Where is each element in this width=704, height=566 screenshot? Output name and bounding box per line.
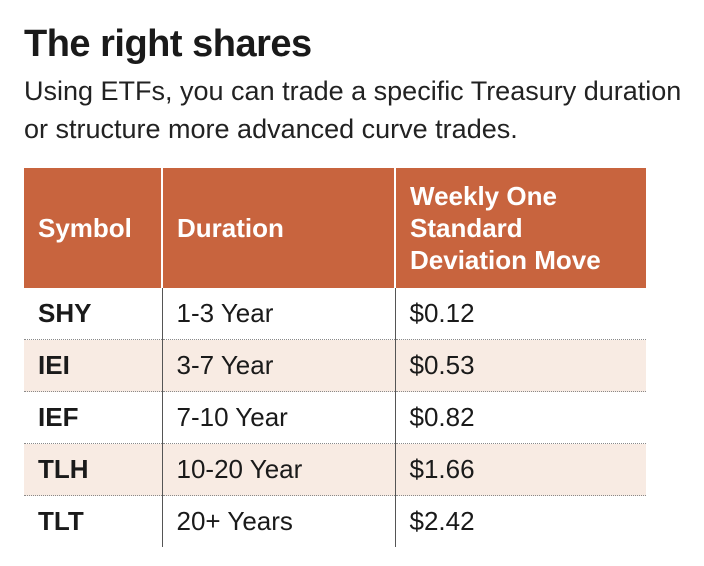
cell-symbol: SHY — [24, 288, 162, 340]
cell-duration: 20+ Years — [161, 495, 395, 547]
cell-symbol: IEI — [24, 339, 162, 392]
etf-table: Symbol Duration Weekly One Standard Devi… — [24, 168, 646, 547]
cell-duration: 7-10 Year — [161, 391, 395, 444]
page-subtitle: Using ETFs, you can trade a specific Tre… — [24, 76, 682, 144]
cell-weekly-move: $0.82 — [394, 391, 646, 444]
cell-weekly-move: $2.42 — [394, 495, 646, 547]
table-row: SHY 1-3 Year $0.12 — [24, 288, 646, 340]
header-symbol: Symbol — [24, 168, 162, 288]
page-title: The right shares — [24, 23, 312, 65]
table-row: TLT 20+ Years $2.42 — [24, 495, 646, 547]
cell-symbol: IEF — [24, 391, 162, 444]
table-row: IEF 7-10 Year $0.82 — [24, 391, 646, 444]
cell-symbol: TLT — [38, 506, 84, 536]
table-row: TLH 10-20 Year $1.66 — [24, 443, 646, 496]
header-weekly-move: Weekly One Standard Deviation Move — [394, 168, 646, 288]
cell-weekly-move: $0.53 — [394, 339, 646, 392]
cell-duration: 10-20 Year — [161, 443, 395, 496]
cell-weekly-move: $0.12 — [394, 288, 646, 340]
header-duration: Duration — [161, 168, 395, 288]
cell-weekly-move: $1.66 — [394, 443, 646, 496]
table-row: IEI 3-7 Year $0.53 — [24, 339, 646, 392]
table-header-row: Symbol Duration Weekly One Standard Devi… — [24, 168, 646, 288]
cell-symbol: TLH — [24, 443, 162, 496]
cell-duration: 1-3 Year — [161, 288, 395, 340]
cell-duration: 3-7 Year — [161, 339, 395, 392]
